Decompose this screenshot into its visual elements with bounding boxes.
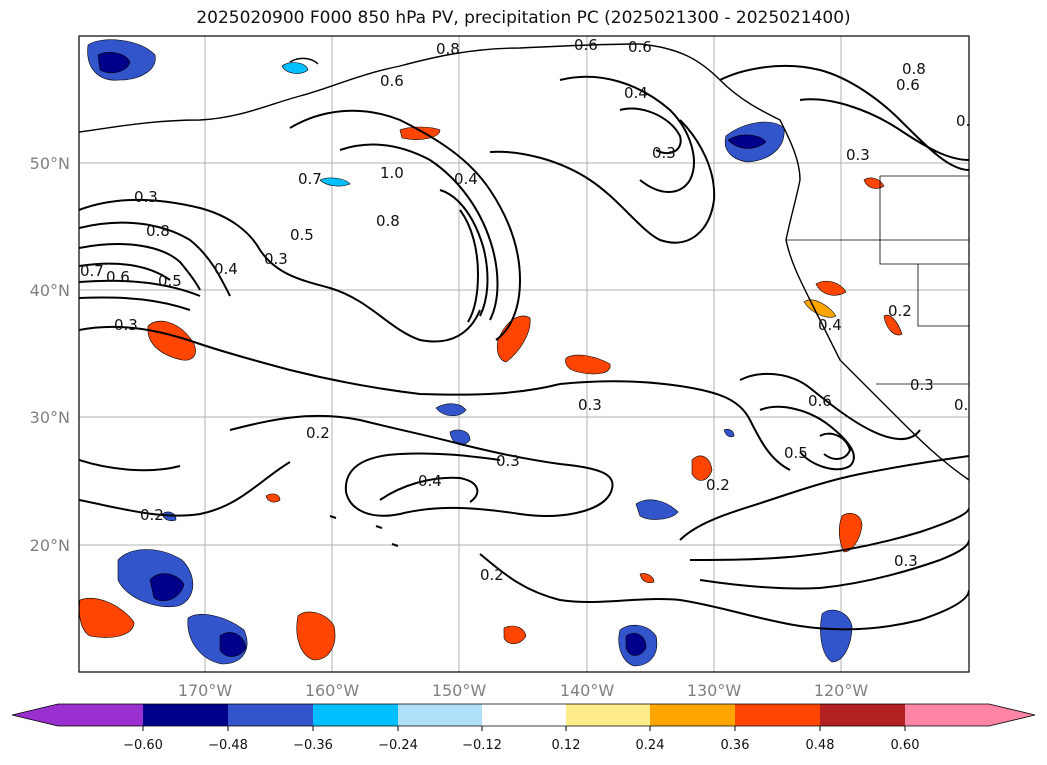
contour-label: 0.8 (146, 222, 170, 240)
colorbar-tick-label: −0.48 (208, 738, 248, 753)
contour-label: 0.2 (888, 302, 912, 320)
lon-label: 140°W (560, 681, 615, 700)
lat-label: 20°N (30, 536, 70, 555)
contour-label: 0.3 (114, 316, 138, 334)
colorbar-segment (482, 704, 566, 726)
lon-label: 120°W (814, 681, 869, 700)
contour-label: 0.4 (818, 316, 842, 334)
map-title: 2025020900 F000 850 hPa PV, precipitatio… (196, 8, 851, 28)
lon-label: 160°W (305, 681, 360, 700)
lat-label: 40°N (30, 281, 70, 300)
contour-label: 0.2 (140, 506, 164, 524)
colorbar-segment (143, 704, 228, 726)
colorbar-segment (228, 704, 313, 726)
contour-label: 0.8 (376, 212, 400, 230)
contour-label: 0.3 (134, 188, 158, 206)
map-frame (78, 35, 970, 673)
contour-label: 0.5 (158, 272, 182, 290)
contour-label: 0.5 (956, 112, 980, 130)
colorbar-segment (735, 704, 820, 726)
contour-label: 0.2 (706, 476, 730, 494)
contour-label: 0.3 (846, 146, 870, 164)
colorbar-tick-label: 0.48 (806, 738, 835, 753)
colorbar-segment (398, 704, 482, 726)
contour-label: 0.3 (496, 452, 520, 470)
colorbar-extend-low (12, 704, 58, 726)
colorbar-segment (820, 704, 905, 726)
colorbar-segment (566, 704, 650, 726)
contour-label: 0.6 (896, 76, 920, 94)
contour-label: 0.4 (454, 170, 478, 188)
colorbar-segment (905, 704, 989, 726)
contour-label: 0.3 (652, 144, 676, 162)
colorbar-tick-label: −0.24 (378, 738, 418, 753)
contour-label: 0.6 (808, 392, 832, 410)
lon-label: 170°W (178, 681, 233, 700)
contour-label: 0.5 (290, 226, 314, 244)
contour-label: 0.8 (902, 60, 926, 78)
contour-label: 0.8 (436, 40, 460, 58)
colorbar-tick-label: 0.60 (891, 738, 920, 753)
contour-label: 1.0 (380, 164, 404, 182)
map-area (79, 36, 969, 672)
contour-label: 0.2 (306, 424, 330, 442)
contour-label: 0.3 (894, 552, 918, 570)
colorbar-tick-label: −0.36 (293, 738, 333, 753)
precipitation-shading (79, 39, 903, 667)
latitude-labels: 50°N 40°N 30°N 20°N (30, 154, 70, 555)
lat-label: 50°N (30, 154, 70, 173)
colorbar-extend-high (989, 704, 1035, 726)
contour-label: 0.2 (480, 566, 504, 584)
contour-label: 0.4 (624, 84, 648, 102)
contour-label: 0.6 (574, 36, 598, 54)
contour-label: 0.6 (380, 72, 404, 90)
colorbar-tick-label: 0.12 (552, 738, 581, 753)
contour-label: 0.4 (418, 472, 442, 490)
lon-label: 130°W (687, 681, 742, 700)
colorbar-tick-label: 0.36 (721, 738, 750, 753)
coastlines (79, 43, 969, 547)
contour-label: 0.3 (264, 250, 288, 268)
colorbar-tick-label: −0.60 (123, 738, 163, 753)
contour-label: 0.3 (910, 376, 934, 394)
contour-label: 0.7 (80, 262, 104, 280)
contour-label: 0.3 (578, 396, 602, 414)
pv-contours (79, 64, 969, 631)
contour-label: 0.4 (214, 260, 238, 278)
lon-label: 150°W (432, 681, 487, 700)
colorbar-outline (11, 703, 1036, 727)
longitude-labels: 170°W 160°W 150°W 140°W 130°W 120°W (178, 681, 869, 700)
contour-label: 0.7 (298, 170, 322, 188)
contour-labels: 0.3 0.8 0.7 0.6 0.5 0.4 0.3 0.3 0.7 0.5 … (80, 36, 980, 584)
colorbar: −0.60 −0.48 −0.36 −0.24 −0.12 0.12 0.24 … (11, 703, 1036, 753)
colorbar-segment (313, 704, 398, 726)
graticule (79, 36, 969, 672)
contour-label: 0.6 (106, 268, 130, 286)
contour-label: 0.5 (784, 444, 808, 462)
contour-label: 0.2 (954, 396, 978, 414)
colorbar-segment (650, 704, 735, 726)
colorbar-segment (58, 704, 143, 726)
colorbar-tick-label: 0.24 (636, 738, 665, 753)
contour-label: 0.6 (628, 38, 652, 56)
lat-label: 30°N (30, 408, 70, 427)
colorbar-tick-label: −0.12 (462, 738, 502, 753)
